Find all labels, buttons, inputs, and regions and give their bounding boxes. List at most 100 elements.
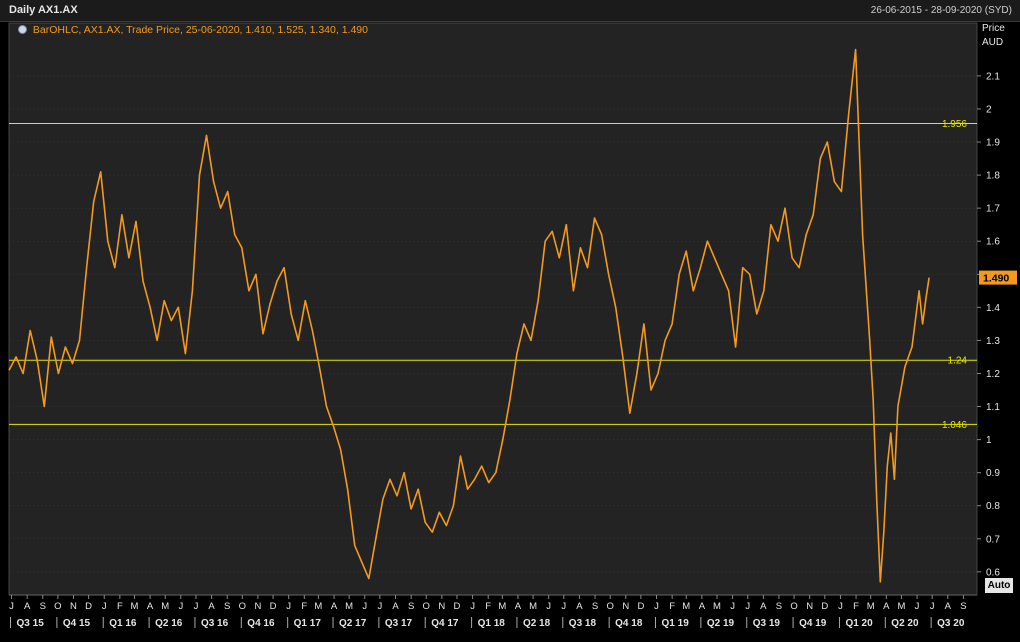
month-tick-label: J xyxy=(561,601,566,612)
y-axis-unit-label: Price xyxy=(982,23,1005,34)
month-tick-label: S xyxy=(592,601,598,612)
price-series-line[interactable] xyxy=(8,48,930,583)
month-tick-label: J xyxy=(178,601,183,612)
y-tick-label: 0.7 xyxy=(986,534,1000,545)
month-tick-label: A xyxy=(576,601,583,612)
month-tick-label: S xyxy=(224,601,230,612)
month-tick-label: O xyxy=(423,601,430,612)
quarter-tick-label: Q4 15 xyxy=(63,618,91,629)
month-tick-label: J xyxy=(930,601,935,612)
month-tick-label: M xyxy=(131,601,139,612)
month-tick-label: M xyxy=(345,601,353,612)
y-tick-label: 1.3 xyxy=(986,336,1000,347)
quarter-tick-label: Q2 20 xyxy=(891,618,919,629)
quarter-tick-label: Q1 20 xyxy=(845,618,873,629)
month-tick-label: N xyxy=(438,601,445,612)
month-tick-label: J xyxy=(9,601,14,612)
y-tick-label: 2.1 xyxy=(986,71,1000,82)
quarter-tick-label: Q3 17 xyxy=(385,618,413,629)
y-axis-currency-label: AUD xyxy=(982,37,1004,48)
quarter-tick-label: Q4 18 xyxy=(615,618,643,629)
quarter-tick-label: Q1 19 xyxy=(662,618,690,629)
legend-text: BarOHLC, AX1.AX, Trade Price, 25-06-2020… xyxy=(32,24,368,36)
month-tick-label: A xyxy=(331,601,338,612)
quarter-tick-label: Q3 15 xyxy=(17,618,45,629)
last-price-badge xyxy=(979,270,1017,285)
level-label: 1.956 xyxy=(942,119,967,130)
month-tick-label: A xyxy=(699,601,706,612)
quarter-tick-label: Q3 16 xyxy=(201,618,229,629)
month-tick-label: A xyxy=(515,601,522,612)
clock-icon[interactable] xyxy=(18,25,27,34)
level-label: 1.24 xyxy=(948,356,968,367)
y-tick-label: 1.2 xyxy=(986,369,1000,380)
y-tick-label: 1.8 xyxy=(986,171,1000,182)
month-tick-label: J xyxy=(745,601,750,612)
month-tick-label: D xyxy=(821,601,828,612)
month-tick-label: A xyxy=(208,601,215,612)
y-tick-label: 1.6 xyxy=(986,237,1000,248)
y-tick-label: 1.7 xyxy=(986,204,1000,215)
quarter-tick-label: Q3 18 xyxy=(569,618,597,629)
month-tick-label: O xyxy=(239,601,246,612)
month-tick-label: M xyxy=(713,601,721,612)
quarter-tick-label: Q1 17 xyxy=(294,618,322,629)
quarter-tick-label: Q2 18 xyxy=(523,618,551,629)
quarter-tick-label: Q1 18 xyxy=(478,618,506,629)
quarter-tick-label: Q4 17 xyxy=(431,618,459,629)
last-price-label: 1.490 xyxy=(983,273,1009,285)
month-tick-label: A xyxy=(392,601,399,612)
y-tick-label: 1.4 xyxy=(986,303,1000,314)
month-tick-label: F xyxy=(853,601,859,612)
month-tick-label: J xyxy=(730,601,735,612)
month-tick-label: M xyxy=(314,601,322,612)
month-tick-label: M xyxy=(897,601,905,612)
month-tick-label: N xyxy=(254,601,261,612)
month-tick-label: N xyxy=(622,601,629,612)
month-tick-label: J xyxy=(377,601,382,612)
level-label: 1.046 xyxy=(942,420,967,431)
month-tick-label: D xyxy=(454,601,461,612)
quarter-tick-label: Q4 19 xyxy=(799,618,827,629)
quarter-tick-label: Q2 19 xyxy=(707,618,735,629)
chart-header: Daily AX1.AX 26-06-2015 - 28-09-2020 (SY… xyxy=(0,0,1020,22)
month-tick-label: J xyxy=(654,601,659,612)
month-tick-label: A xyxy=(147,601,154,612)
month-tick-label: S xyxy=(40,601,46,612)
quarter-tick-label: Q3 19 xyxy=(753,618,781,629)
month-tick-label: J xyxy=(546,601,551,612)
month-tick-label: O xyxy=(606,601,613,612)
month-tick-label: J xyxy=(362,601,367,612)
month-tick-label: J xyxy=(194,601,199,612)
month-tick-label: M xyxy=(529,601,537,612)
month-tick-label: N xyxy=(70,601,77,612)
month-tick-label: M xyxy=(682,601,690,612)
y-tick-label: 2 xyxy=(986,104,992,115)
month-tick-label: F xyxy=(117,601,123,612)
y-tick-label: 1.9 xyxy=(986,138,1000,149)
quarter-tick-label: Q1 16 xyxy=(109,618,137,629)
month-tick-label: J xyxy=(286,601,291,612)
month-tick-label: O xyxy=(54,601,61,612)
month-tick-label: O xyxy=(790,601,797,612)
month-tick-label: D xyxy=(85,601,92,612)
month-tick-label: M xyxy=(498,601,506,612)
month-tick-label: F xyxy=(669,601,675,612)
month-tick-label: S xyxy=(408,601,414,612)
month-tick-label: A xyxy=(760,601,767,612)
y-tick-label: 1.1 xyxy=(986,402,1000,413)
auto-scale-button[interactable]: Auto xyxy=(985,578,1013,593)
y-tick-label: 0.9 xyxy=(986,468,1000,479)
month-tick-label: D xyxy=(270,601,277,612)
month-tick-label: J xyxy=(470,601,475,612)
plot-area xyxy=(8,22,978,596)
month-tick-label: M xyxy=(867,601,875,612)
month-tick-label: D xyxy=(637,601,644,612)
month-tick-label: J xyxy=(915,601,920,612)
month-tick-label: F xyxy=(301,601,307,612)
date-range: 26-06-2015 - 28-09-2020 (SYD) xyxy=(870,5,1012,16)
month-tick-label: S xyxy=(776,601,782,612)
month-tick-label: M xyxy=(161,601,169,612)
quarter-tick-label: Q3 20 xyxy=(937,618,965,629)
